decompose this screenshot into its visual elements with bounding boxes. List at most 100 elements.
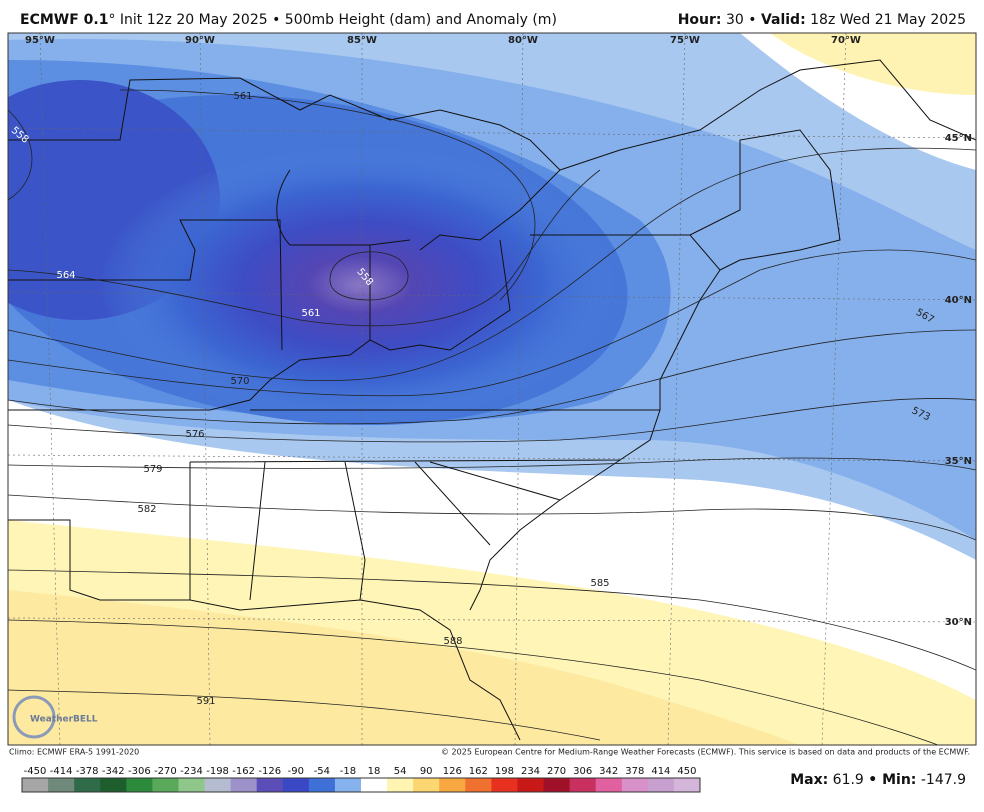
colorbar-swatch	[230, 778, 258, 792]
low-center	[100, 145, 620, 425]
colorbar-swatch	[673, 778, 701, 792]
colorbar-swatch	[647, 778, 675, 792]
border-line	[189, 409, 661, 463]
colorbar-swatch	[465, 778, 492, 792]
colorbar-swatch	[491, 778, 518, 792]
contour-line	[8, 457, 976, 471]
colorbar-tick-label: 306	[573, 766, 592, 777]
min-value: -147.9	[921, 772, 966, 788]
contour-line	[329, 251, 409, 301]
colorbar-tick-label: 18	[368, 766, 381, 777]
colorbar-swatch	[126, 778, 153, 792]
colorbar-swatch	[361, 778, 388, 792]
colorbar-swatch	[22, 778, 49, 792]
contour-line	[8, 329, 976, 425]
colorbar-tick-label: -342	[102, 766, 125, 777]
stats: Max: 61.9 • Min: -147.9	[790, 772, 966, 788]
contour-line	[119, 89, 536, 301]
colorbar-swatch	[74, 778, 101, 792]
colorbar-swatch	[282, 778, 310, 792]
border-line	[559, 59, 976, 171]
border-line	[689, 129, 841, 271]
colorbar-swatch	[48, 778, 75, 792]
border-line	[469, 459, 621, 611]
colorbar-tick-label: -90	[288, 766, 304, 777]
grid-line	[8, 454, 976, 462]
min-label: • Min:	[868, 772, 916, 788]
grid-line	[821, 33, 847, 745]
border-line	[8, 519, 190, 601]
border-line	[189, 462, 521, 741]
latitude-label: 35°N	[945, 456, 972, 467]
contour-label: 564	[56, 270, 75, 281]
contour-label: 576	[185, 429, 204, 440]
contour-line	[8, 169, 601, 327]
colorbar-tick-label: 126	[443, 766, 462, 777]
colorbar-tick-label: -126	[258, 766, 281, 777]
logo: WeatherBELL	[12, 695, 98, 739]
logo-swirl	[12, 695, 56, 739]
colorbar-tick-label: -306	[128, 766, 151, 777]
colorbar-tick-label: -414	[50, 766, 73, 777]
border-line	[8, 77, 561, 251]
border-line	[8, 219, 283, 351]
border-line	[8, 245, 371, 411]
colorbar-swatch	[152, 778, 179, 792]
header-left: ECMWF 0.1° Init 12z 20 May 2025 • 500mb …	[20, 12, 557, 28]
grid-line	[8, 127, 976, 139]
contour-label: 561	[301, 308, 320, 319]
longitude-label: 75°W	[670, 35, 700, 46]
colorbar-tick-label: -378	[76, 766, 99, 777]
longitude-labels: 95°W 90°W 85°W 80°W 75°W 70°W	[25, 35, 861, 46]
longitude-label: 90°W	[185, 35, 215, 46]
colorbar-swatch	[621, 778, 649, 792]
contour-label: 582	[137, 504, 156, 515]
colorbar-swatch	[569, 778, 597, 792]
climo-note: Climo: ECMWF ERA-5 1991-2020	[9, 748, 139, 757]
valid-value: 18z Wed 21 May 2025	[810, 12, 966, 28]
contour-line	[8, 398, 976, 443]
colorbar-tick-label: 342	[599, 766, 618, 777]
colorbar-tick-label: 198	[495, 766, 514, 777]
contour-label: 561	[233, 91, 252, 102]
colorbar-tick-label: -18	[340, 766, 356, 777]
latitude-labels: 45°N 40°N 35°N 30°N	[945, 133, 972, 628]
colorbar-tick-label: -54	[314, 766, 330, 777]
colorbar-swatch	[439, 778, 466, 792]
map-frame	[7, 32, 977, 746]
grid-line	[8, 617, 976, 623]
colorbar-tick-label: -450	[24, 766, 47, 777]
colorbar-tick-label: 450	[677, 766, 696, 777]
colorbar-swatch	[334, 778, 362, 792]
colorbar-tick-label: 54	[394, 766, 407, 777]
colorbar: -450 -414 -378 -342 -306 -270 -234 -198 -162 -126…	[21, 766, 701, 793]
max-label: Max:	[790, 772, 828, 788]
colorbar-tick-label: -198	[206, 766, 229, 777]
subtitle: ° Init 12z 20 May 2025 • 500mb Height (d…	[108, 12, 556, 28]
colorbar-tick-label: 90	[420, 766, 433, 777]
grid-line	[199, 33, 211, 745]
colorbar-swatch	[100, 778, 127, 792]
longitude-label: 85°W	[347, 35, 377, 46]
grid-line	[39, 33, 61, 745]
grid-line	[514, 33, 524, 745]
colorbar-swatch	[204, 778, 232, 792]
border-line	[249, 461, 561, 601]
colorbar-tick-label: 378	[625, 766, 644, 777]
yellow-band-ne	[770, 33, 976, 95]
colorbar-swatch	[413, 778, 440, 792]
colorbar-tick-label: 414	[651, 766, 670, 777]
contour-label: 570	[230, 376, 249, 387]
colorbar-swatch	[543, 778, 571, 792]
colorbar-swatch	[387, 778, 414, 792]
model: ECMWF 0.1	[20, 12, 108, 28]
valid-label: Valid:	[761, 12, 806, 28]
contours	[8, 89, 976, 745]
map: 561 558 564 558 561 570 576 579 582 585 …	[8, 33, 976, 745]
copyright: © 2025 European Centre for Medium-Range …	[441, 748, 970, 757]
border-line	[276, 169, 411, 246]
grid-line	[667, 33, 686, 745]
contour-label: 588	[443, 636, 462, 647]
colorbar-swatch	[517, 778, 545, 792]
